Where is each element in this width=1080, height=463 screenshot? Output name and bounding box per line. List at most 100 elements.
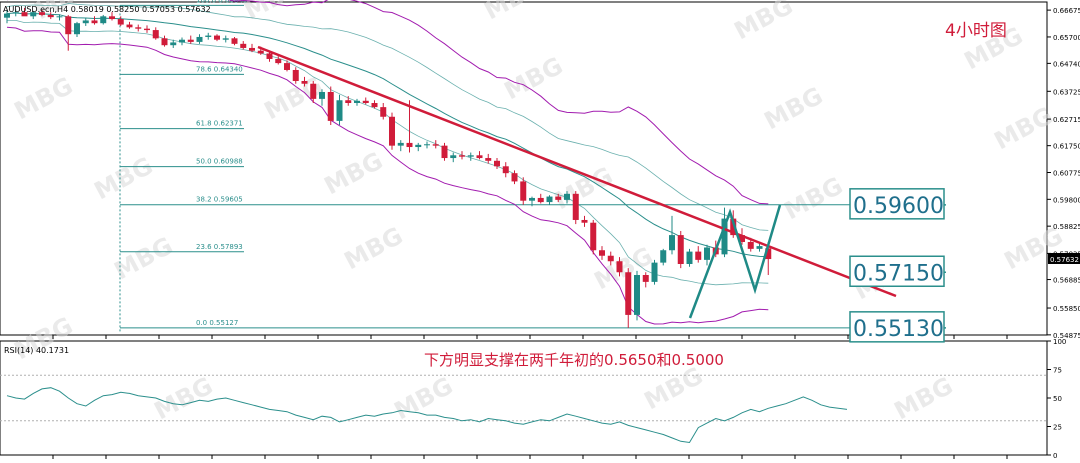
candle-body	[660, 250, 667, 263]
candle	[161, 35, 168, 47]
candle-body	[459, 155, 465, 157]
candle-body	[546, 196, 553, 203]
y-tick-label: 0.59800	[1053, 196, 1080, 204]
candle-body	[704, 247, 710, 260]
candle	[214, 34, 220, 42]
candle	[590, 219, 597, 255]
candle	[476, 151, 483, 160]
candle-body	[529, 197, 535, 201]
candle	[397, 140, 404, 152]
candle	[502, 162, 509, 178]
candle-body	[537, 197, 544, 203]
candle	[336, 94, 343, 126]
candle-body	[39, 12, 45, 15]
candle	[12, 9, 19, 17]
candle-body	[564, 193, 570, 200]
candle	[669, 215, 675, 255]
bollinger-upper	[7, 0, 769, 205]
candle	[126, 21, 133, 29]
candle-body	[362, 100, 369, 104]
candle-body	[47, 14, 54, 18]
candle	[65, 14, 72, 51]
candle-body	[170, 42, 177, 46]
candle-body	[634, 275, 640, 315]
candle	[275, 56, 282, 65]
candle	[581, 215, 588, 227]
candle-body	[651, 262, 658, 282]
candle	[441, 142, 448, 161]
fib-level-label: 78.6 0.64340	[196, 65, 243, 73]
level-box	[849, 188, 945, 220]
candle	[599, 246, 605, 260]
candle-body	[721, 218, 728, 255]
y-tick-label: 0.62715	[1053, 116, 1080, 124]
candle	[117, 16, 124, 26]
candle-body	[214, 35, 220, 40]
candle	[467, 152, 474, 161]
fibonacci-layer: 100.0 0.66848 78.6 0.64340 61.8 0.62371 50.…	[119, 0, 860, 332]
candle	[494, 158, 500, 170]
candle	[572, 191, 579, 225]
candle	[406, 100, 413, 153]
candle-body	[12, 12, 19, 14]
candle	[634, 270, 640, 321]
candle-body	[765, 248, 772, 260]
candle	[660, 248, 667, 266]
candle	[695, 246, 702, 263]
candle	[704, 244, 710, 266]
candle	[415, 142, 422, 152]
candle-body	[441, 145, 448, 159]
candle-body	[415, 144, 422, 148]
candle	[362, 97, 369, 105]
candle-body	[292, 69, 299, 81]
y-axis: 0.66675 0.65700 0.64740 0.63725 0.62715 0.617…	[1047, 7, 1080, 340]
bollinger-lower	[6, 26, 769, 325]
candle-body	[126, 24, 133, 28]
candle-body	[205, 35, 212, 37]
candle-body	[616, 261, 623, 273]
candle-body	[502, 166, 509, 174]
candle	[686, 248, 693, 267]
rsi-layer: 100 75 50 25 0	[0, 338, 1066, 460]
candle-body	[319, 91, 325, 99]
candle	[179, 37, 185, 46]
candle-body	[74, 23, 80, 35]
candle	[319, 89, 325, 106]
candle-body	[599, 250, 605, 256]
candle	[56, 14, 63, 21]
y-tick-label: 0.64740	[1053, 60, 1080, 68]
candle-body	[476, 155, 483, 159]
candle-body	[144, 28, 150, 31]
y-tick-label: 0.66675	[1053, 7, 1080, 15]
candle-body	[82, 20, 89, 24]
rsi-y-tick-label: 50	[1053, 395, 1062, 403]
candle	[677, 230, 684, 269]
candle	[380, 103, 387, 120]
candle-body	[117, 19, 124, 25]
candle	[616, 257, 623, 277]
candle	[152, 27, 159, 40]
y-tick-label: 0.56885	[1053, 277, 1080, 285]
candle-body	[161, 38, 168, 46]
candle	[39, 9, 45, 17]
level-label: 0.59600	[853, 194, 944, 219]
candle	[170, 39, 177, 48]
y-tick-label: 0.58825	[1053, 223, 1080, 231]
overlay-layer: 0.59600 0.57150 0.55130	[257, 45, 946, 343]
candle-body	[607, 255, 614, 262]
chart-header: AUDUSD.ecn,H4 0.58019 0.58250 0.57053 0.…	[3, 5, 211, 14]
candle-body	[590, 222, 597, 251]
candle-body	[669, 235, 675, 251]
candle-body	[642, 275, 649, 282]
candle-body	[249, 47, 255, 51]
chart-annotation: 下方明显支撑在两千年初的0.5650和0.5000	[424, 351, 724, 369]
candle	[240, 41, 247, 50]
candle-body	[65, 16, 72, 35]
candle	[450, 152, 457, 163]
candle	[721, 207, 728, 258]
bollinger-inner-lower	[7, 20, 769, 286]
candle-body	[730, 218, 737, 236]
candle-body	[520, 181, 527, 201]
rsi-y-tick-label: 25	[1053, 424, 1062, 432]
